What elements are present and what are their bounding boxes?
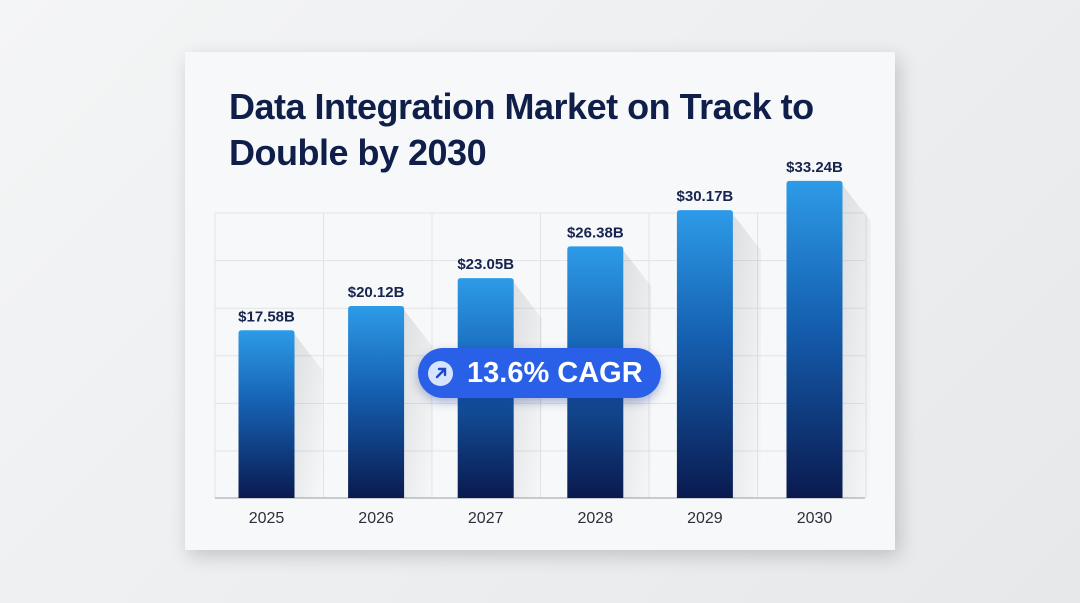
bar-2030 [786, 180, 843, 499]
cagr-badge: 13.6% CAGR [418, 348, 661, 398]
bar-2025 [238, 330, 295, 498]
data-label: $26.38B [567, 224, 624, 241]
data-label: $33.24B [786, 159, 843, 176]
chart-title: Data Integration Market on Track to Doub… [229, 86, 814, 173]
x-tick-label: 2029 [687, 510, 723, 527]
bar-2026 [348, 306, 405, 498]
x-tick-label: 2025 [249, 510, 285, 527]
bars [238, 180, 871, 499]
data-label: $23.05B [457, 256, 514, 273]
bar-shadow [732, 214, 761, 498]
arrow-up-right-icon [428, 360, 453, 386]
bar-shadow [842, 184, 871, 499]
x-tick-label: 2028 [578, 510, 614, 527]
bar-shadow [404, 310, 433, 498]
labels: $17.58B 2025 $20.12B 2026 $23.05B 2027 $26.38B… [238, 159, 843, 527]
data-label: $20.12B [348, 284, 405, 301]
cagr-label: 13.6% CAGR [467, 356, 643, 389]
x-tick-label: 2027 [468, 510, 504, 527]
bar-shadow [294, 334, 323, 498]
x-tick-label: 2030 [797, 510, 833, 527]
bar-2029 [676, 210, 733, 498]
data-label: $17.58B [238, 308, 295, 325]
x-tick-label: 2026 [358, 510, 394, 527]
data-label: $30.17B [677, 188, 734, 205]
